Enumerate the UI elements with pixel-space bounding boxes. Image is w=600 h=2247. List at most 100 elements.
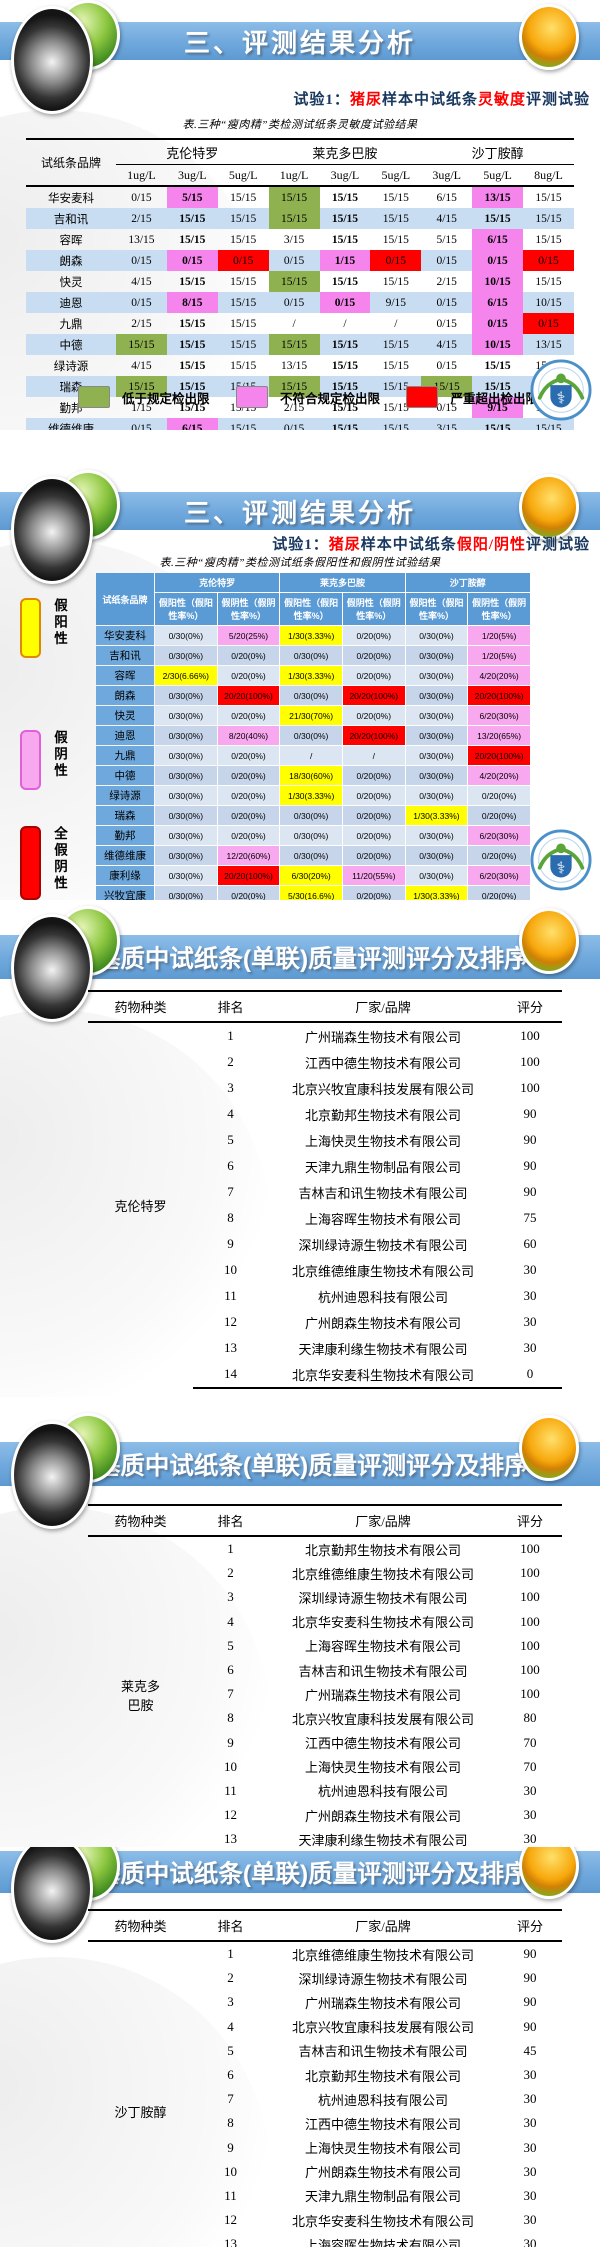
table-row: 九鼎 2/15 15/15 15/15///0/15 0/15 0/15 [26,313,574,334]
drug-group-header: 莱克多巴胺 [268,139,422,165]
concentration-header: 1ug/L [116,164,167,187]
rate-column-header: 假阴性（假阴性率%） [468,593,530,625]
table-row: 兴牧宜康 0/30(0%) 0/20(0%) 5/30(16.6%) 0/20(0%) 1… [96,886,530,900]
score-cell: 100 [520,1541,540,1557]
table-row: 快灵 0/30(0%) 0/20(0%) 21/30(70%) 0/20(0%) 0/30… [96,706,530,725]
rank-cell: 13 [193,1827,268,1847]
result-cell: 0/30(0%) [280,826,342,845]
score-cell: 30 [523,2139,537,2155]
rank-cell: 8 [227,1210,234,1225]
brand-name: 快灵 [96,706,154,725]
result-cell: 0/15 [523,250,574,271]
table-row: 维德维康 0/30(0%) 12/20(60%) 0/30(0%) 0/20(0%) 0/… [96,846,530,865]
dandelion-photo-circle [11,914,93,1022]
result-cell: 15/15 [179,359,206,372]
result-cell: 5/15 [436,233,457,246]
result-cell: 13/20(65%) [468,726,530,745]
result-cell: 15/15 [472,376,523,397]
result-cell: 4/20(20%) [468,666,530,685]
result-cell: 0/20(0%) [217,746,280,765]
rate-column-header: 假阴性（假阴性率%） [217,593,280,625]
result-cell: 15/15 [319,418,371,430]
result-cell: 0/30(0%) [280,846,342,865]
result-cell: 0/30(0%) [405,786,468,805]
table-row: 8 江西中德生物技术有限公司 30 [88,2111,562,2135]
result-cell: / [280,746,342,765]
result-cell: 0/30(0%) [155,646,217,665]
result-cell: 0/15 [436,401,457,414]
company-cell: 江西中德生物技术有限公司 [304,1736,461,1752]
result-cell: 0/30(0%) [405,666,468,685]
cadcc-logo-graphic: ⚕ [530,359,592,421]
column-header: 厂家/品牌 [268,990,498,1023]
concentration-header: 8ug/L [523,164,574,187]
subtitle-segment: 样本中试纸条 [381,92,478,108]
score-cell: 30 [523,1314,537,1329]
result-cell: 13/15 [280,359,308,372]
rank-cell: 12 [224,1807,237,1823]
legend-all-false-negative: 全假阴性 [20,826,69,900]
result-cell: 0/20(0%) [468,806,530,825]
score-cell: 30 [498,1827,562,1847]
brand-name: 快灵 [59,276,83,289]
legend-vertical-label: 假阴性 [52,730,67,780]
result-cell: 15/15 [331,401,359,414]
company-cell: 北京维德维康生物技术有限公司 [291,1566,474,1582]
result-cell: 0/15 [370,250,422,271]
result-cell: 2/15 [436,275,457,288]
rank-cell: 9 [227,2139,234,2155]
brand-name: 华安麦科 [96,626,154,645]
result-cell: 0/20(0%) [342,886,405,900]
rate-column-header: 假阳性（假阳性率%） [155,593,217,625]
table-head: 试纸条品牌 克伦特罗 莱克多巴胺 沙丁胺醇 假阳性（假阳性率%） 假阴性（假阴性率%） 假阳… [96,573,530,625]
table-row: 朗森 0/15 0/15 0/15 0/15 1/15 0/15 0/15 0/15 0/15 [26,250,574,271]
result-cell: 0/15 [523,313,574,334]
result-cell: 15/15 [331,359,359,372]
company-cell: 广州朗森生物技术有限公司 [304,1315,461,1331]
result-cell: 0/30(0%) [155,786,217,805]
result-cell: 18/30(60%) [280,766,342,785]
table-head: 药物种类 排名 厂家/品牌 评分 [88,1504,562,1537]
result-cell: 0/15 [472,250,523,271]
rank-cell: 6 [227,1662,234,1678]
dandelion-photo-circle [11,6,93,114]
brand-name: 康利缘 [96,866,154,885]
table-row: 4 北京勤邦生物技术有限公司 90 [88,1101,562,1127]
ranking-table-ractopamine: 药物种类 排名 厂家/品牌 评分 莱克多 巴胺 1 北京勤邦生物技术有限公司 100 2 北京维德… [88,1504,562,1847]
legend-item: 低于规定检出限 [78,386,210,408]
score-cell: 30 [523,1807,537,1823]
subtitle-segment: 评测试验 [525,537,590,553]
company-cell: 深圳绿诗源生物技术有限公司 [298,1237,468,1253]
result-cell: 0/15 [116,418,167,430]
rate-column-header: 假阳性（假阳性率%） [280,593,342,625]
result-cell: 15/15 [319,376,371,397]
result-cell: 4/15 [421,208,473,229]
table-row: 华安麦科 0/15 5/15 15/15 15/15 15/15 15/15 6/15 13/1… [26,186,574,208]
company-cell: 北京维德维康生物技术有限公司 [291,1263,474,1279]
table-row: 8 上海容晖生物技术有限公司 75 [88,1205,562,1231]
table-row: 吉和讯 0/30(0%) 0/20(0%) 0/30(0%) 0/20(0%) 0/30(… [96,646,530,665]
result-cell: 15/15 [370,208,422,229]
company-cell: 深圳绿诗源生物技术有限公司 [298,1590,468,1606]
result-cell: 0/20(0%) [468,846,530,865]
result-cell: 15/15 [179,233,206,246]
table-row: 勤邦 0/30(0%) 0/20(0%) 0/30(0%) 0/20(0%) 0/30(0… [96,826,530,845]
result-cell: 15/15 [382,233,409,246]
subtitle-segment: 试验1： [293,92,350,108]
slide-ranking-clenbuterol: 猪尿基质中试纸条(单联)质量评测评分及排序表 药物种类 排名 厂家/品牌 评分 克伦特罗… [0,900,600,1397]
svg-text:⚕: ⚕ [557,389,566,408]
result-cell: 0/30(0%) [155,626,217,645]
result-cell: 13/15 [472,186,523,208]
rank-cell: 5 [227,2042,234,2058]
result-cell: 0/20(0%) [342,806,405,825]
table-row: 7 广州瑞森生物技术有限公司 100 [88,1682,562,1706]
rank-cell: 12 [224,1314,237,1329]
result-cell: 15/15 [484,359,511,372]
result-cell: 1/30(3.33%) [280,626,342,645]
table-row: 11 杭州迪恩科技有限公司 30 [88,1283,562,1309]
rank-cell: 13 [224,1340,237,1355]
company-cell: 上海容晖生物技术有限公司 [304,2237,461,2247]
svg-text:⚕: ⚕ [557,859,566,878]
result-cell: 1/15 [319,250,371,271]
table-row: 中德 0/30(0%) 0/20(0%) 18/30(60%) 0/20(0%) 0/30… [96,766,530,785]
